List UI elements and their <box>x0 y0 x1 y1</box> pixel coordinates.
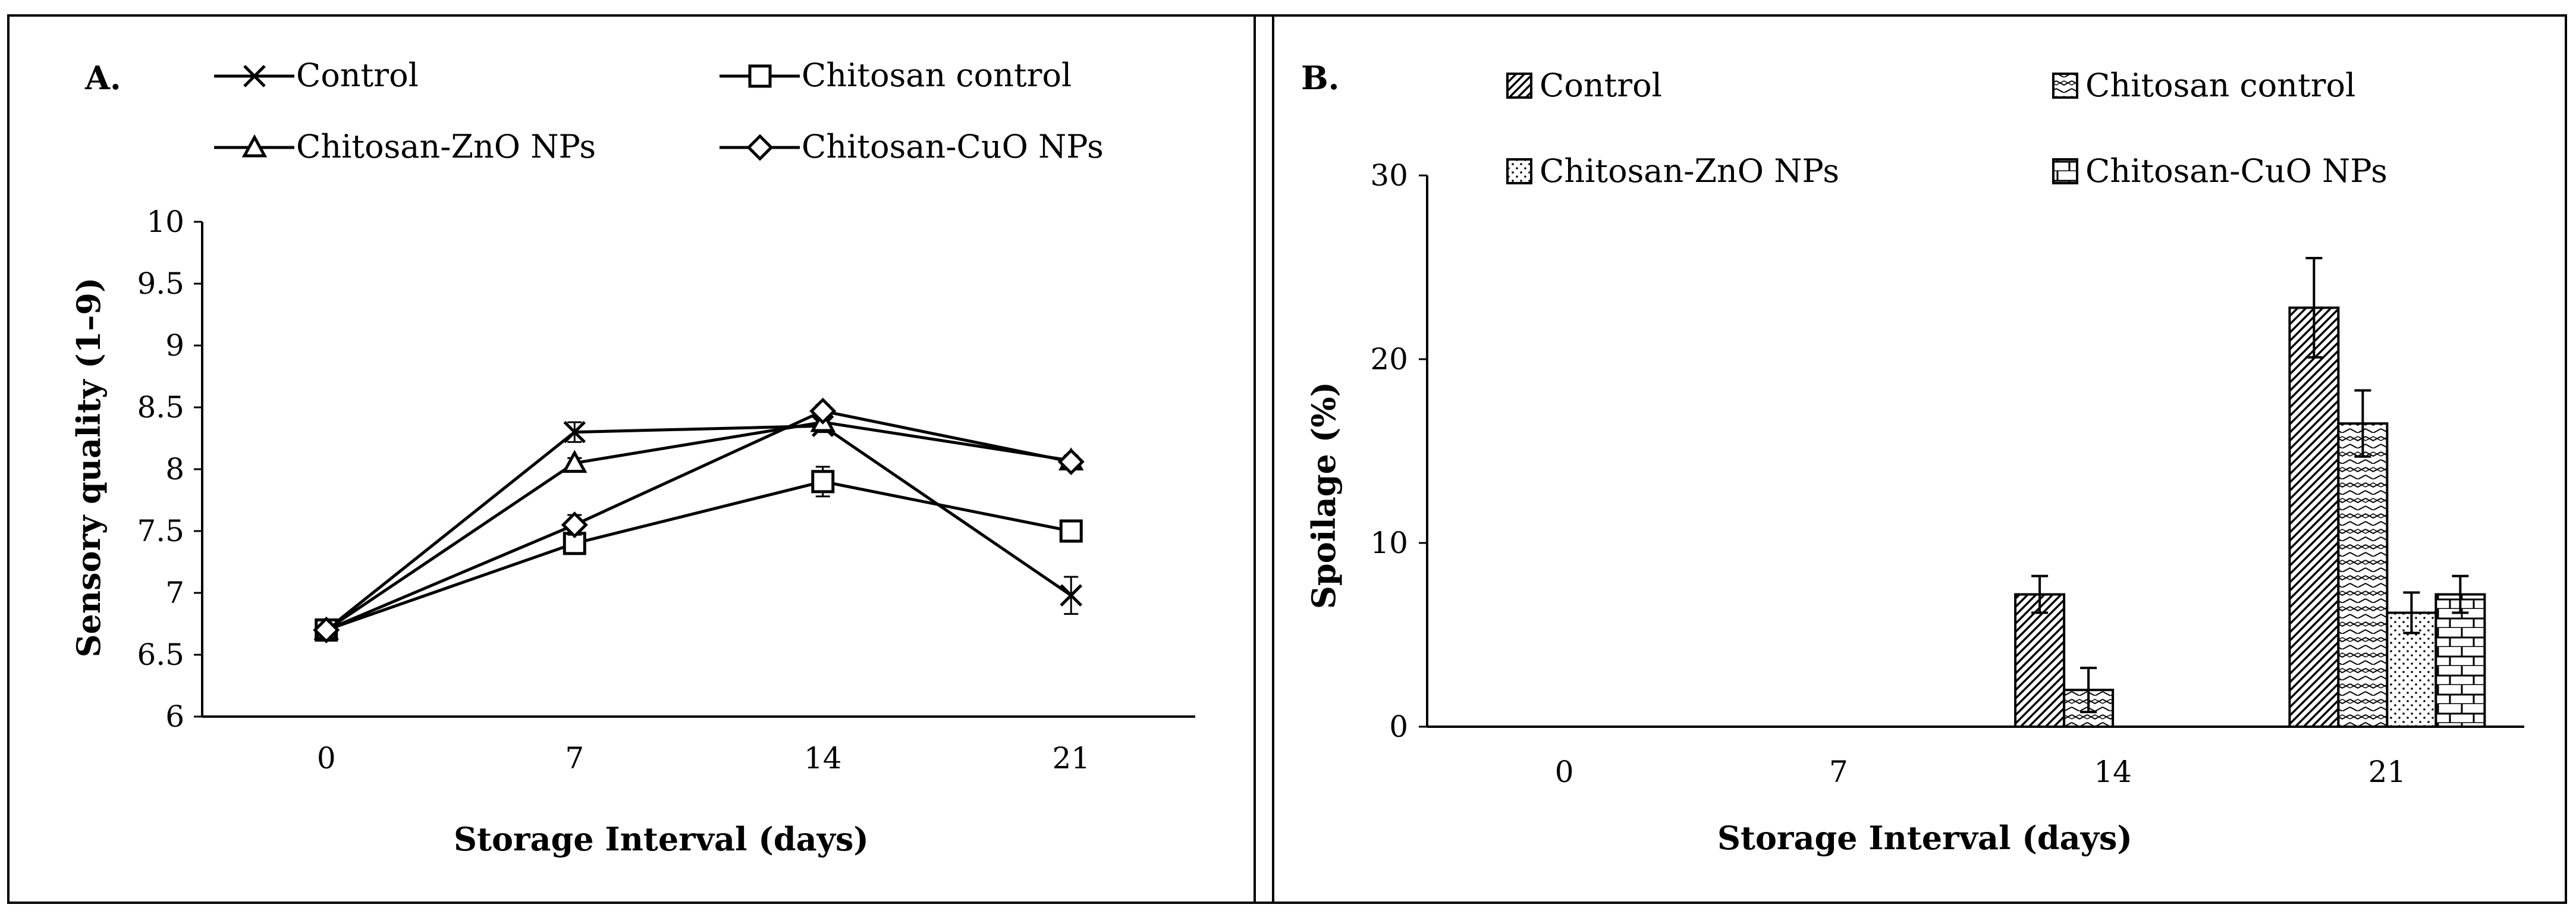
legend-label: Control <box>1540 67 1662 104</box>
bar <box>2014 593 2066 728</box>
data-point-marker <box>561 511 588 539</box>
x-tick-label: 0 <box>1555 755 1574 789</box>
error-bar <box>2080 667 2097 714</box>
bar <box>2288 306 2340 728</box>
data-point-marker <box>811 470 835 494</box>
panel-b-frame <box>1254 14 2567 904</box>
legend-label: Chitosan-ZnO NPs <box>296 128 596 165</box>
y-tick-label: 7 <box>165 576 184 610</box>
series-line-0 <box>325 424 1072 632</box>
error-bar <box>2452 574 2469 614</box>
y-tick-label: 6 <box>165 699 184 734</box>
panel-b-x-axis-title: Storage Interval (days) <box>1717 819 2132 857</box>
panel-b-y-axis-title: Spoilage (%) <box>1305 382 1343 609</box>
bar <box>2337 422 2389 728</box>
legend-swatch <box>2052 158 2078 184</box>
y-tick-label: 10 <box>1370 526 1408 560</box>
y-tick-label: 8 <box>165 452 184 486</box>
error-bar <box>2031 574 2049 614</box>
data-point-marker <box>748 64 772 88</box>
legend-swatch <box>2052 73 2078 99</box>
legend-label: Chitosan-CuO NPs <box>2085 152 2387 190</box>
error-bar <box>2403 591 2420 635</box>
x-tick-label: 21 <box>2368 755 2407 789</box>
data-point-marker <box>1057 448 1085 476</box>
data-point-marker <box>1059 519 1083 543</box>
panel-b-bar-chart: 0 10 20 30 0 7 14 21 Control Chitosan control Chit… <box>1370 67 2524 789</box>
legend-label: Chitosan control <box>2085 67 2355 104</box>
y-tick-label: 6.5 <box>137 637 184 672</box>
data-point-marker <box>243 65 266 87</box>
legend-label: Chitosan control <box>802 56 1072 94</box>
data-point-marker <box>563 532 586 555</box>
data-point-marker <box>563 420 586 444</box>
bar <box>2434 593 2486 728</box>
x-tick-label: 21 <box>1052 741 1090 775</box>
data-point-marker <box>313 616 340 643</box>
panel-a-y-axis-title: Sensory quality (1–9) <box>70 277 108 657</box>
y-tick-label: 30 <box>1370 158 1408 193</box>
data-point-marker <box>241 134 268 158</box>
y-tick-label: 0 <box>1389 709 1408 744</box>
x-tick-label: 7 <box>1829 755 1848 789</box>
legend-swatch <box>1506 73 1532 99</box>
series-line-3 <box>325 409 1072 632</box>
legend-label: Chitosan-ZnO NPs <box>1540 152 1839 190</box>
legend-label: Control <box>296 56 419 94</box>
error-bar <box>2305 257 2323 359</box>
y-tick-label: 10 <box>146 205 184 239</box>
panel-b-label: B. <box>1301 59 1339 97</box>
panel-a-x-axis-title: Storage Interval (days) <box>454 820 869 858</box>
y-tick-label: 9.5 <box>137 266 184 301</box>
series-line-2 <box>325 420 1072 632</box>
x-tick-label: 0 <box>317 741 336 775</box>
data-point-marker <box>1060 584 1083 607</box>
data-point-marker <box>809 397 837 425</box>
x-tick-label: 14 <box>2094 755 2132 789</box>
panel-a-line-chart: 6 6.5 7 7.5 8 8.5 9 9.5 10 0 7 14 21 Control Chitosan … <box>137 56 1195 775</box>
legend-swatch <box>1506 158 1532 184</box>
data-point-marker <box>562 450 588 473</box>
x-tick-label: 14 <box>804 741 842 775</box>
y-tick-label: 20 <box>1370 342 1408 376</box>
y-tick-label: 7.5 <box>137 514 184 548</box>
y-tick-label: 8.5 <box>137 390 184 425</box>
panel-a-label: A. <box>84 59 121 97</box>
error-bar <box>2354 389 2371 458</box>
panel-a-frame <box>7 14 1274 904</box>
x-tick-label: 7 <box>565 741 584 775</box>
legend-label: Chitosan-CuO NPs <box>802 128 1104 165</box>
data-point-marker <box>746 134 774 161</box>
y-tick-label: 9 <box>165 328 184 363</box>
series-line-1 <box>325 480 1072 632</box>
